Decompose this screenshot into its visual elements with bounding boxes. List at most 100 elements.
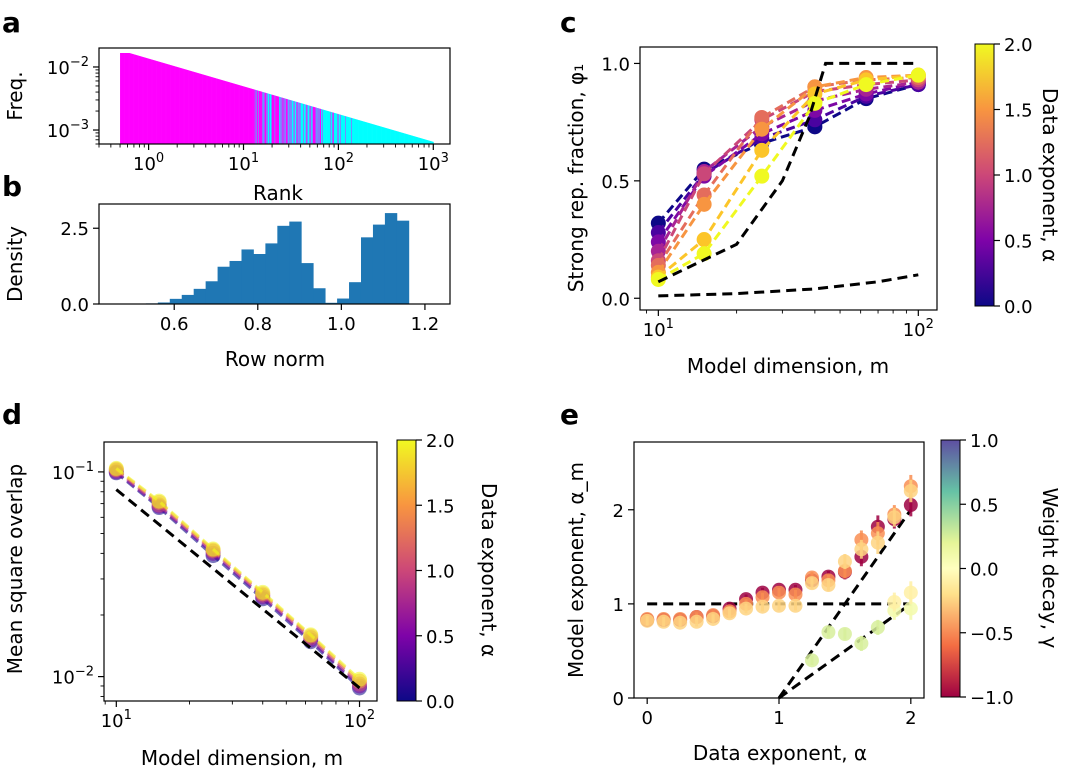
rank-bar <box>240 85 242 144</box>
pd-cbtick-label-1: 0.5 <box>426 627 455 648</box>
rank-bar <box>424 139 426 144</box>
rank-bar <box>193 71 195 144</box>
rank-bar <box>149 58 151 144</box>
rank-bar <box>145 57 147 144</box>
rank-bar <box>135 54 137 144</box>
rank-bar <box>390 129 391 144</box>
pb-xtick-label-1: 0.8 <box>243 314 272 335</box>
rank-bar <box>383 127 385 144</box>
rank-bar <box>402 133 404 144</box>
rank-bar <box>369 123 371 144</box>
rank-bar <box>166 63 168 144</box>
rank-bar <box>378 126 380 144</box>
rank-bar <box>266 93 267 144</box>
rank-bar <box>391 129 393 144</box>
panel-b-xlabel: Row norm <box>225 347 325 371</box>
rank-bar <box>373 124 375 144</box>
rank-bar <box>142 56 144 144</box>
panel-e-ticks: 00 1 1 2 2 <box>613 501 917 729</box>
rank-bar <box>372 124 374 144</box>
rank-bar <box>329 111 331 144</box>
rank-bar <box>204 75 206 144</box>
rank-bar <box>429 140 431 144</box>
rank-bar <box>370 123 372 144</box>
rank-bar <box>194 72 196 144</box>
rank-bar <box>297 102 299 144</box>
rank-bar <box>425 139 427 144</box>
rank-bar <box>259 91 261 144</box>
rank-bar <box>189 70 191 144</box>
rank-bar <box>299 102 300 144</box>
rank-bar <box>246 87 248 144</box>
rank-bar <box>196 72 198 144</box>
rank-bar <box>270 94 271 144</box>
rank-bar <box>349 117 351 144</box>
rank-bar <box>331 112 333 144</box>
rank-bar <box>256 90 258 144</box>
rank-bar <box>423 139 425 144</box>
rank-bar <box>409 135 411 144</box>
rank-bar <box>358 120 360 144</box>
rank-bar <box>215 78 216 144</box>
rank-bar <box>152 59 154 144</box>
rank-bar <box>284 98 285 144</box>
rank-bar <box>427 140 429 144</box>
rank-bar <box>422 138 423 144</box>
rank-bar <box>301 103 303 144</box>
rank-bar <box>272 94 274 144</box>
exponent-point <box>887 510 902 525</box>
rank-bar <box>144 57 146 144</box>
rank-bar <box>350 117 352 144</box>
rank-bar <box>236 84 238 144</box>
pc-cbtick-label-0: 0.0 <box>1004 297 1033 318</box>
rank-bar <box>148 58 150 144</box>
series-point <box>754 142 770 158</box>
rank-bar <box>175 66 177 144</box>
rank-bar <box>409 135 411 144</box>
exponent-point <box>837 627 852 641</box>
rank-bar <box>143 57 145 144</box>
rank-bar <box>419 138 421 144</box>
rank-bar <box>345 116 347 144</box>
rank-bar <box>230 82 232 144</box>
rank-bar <box>326 110 328 144</box>
rank-bar <box>374 124 376 144</box>
rank-bar <box>356 119 358 144</box>
rank-bar <box>288 99 290 144</box>
rank-bar <box>300 103 302 144</box>
rank-bar <box>248 88 250 144</box>
rank-bar <box>339 114 341 144</box>
rank-bar <box>206 75 208 144</box>
rank-bar <box>253 89 254 144</box>
rank-bar <box>366 122 368 144</box>
rank-bar <box>374 124 376 144</box>
pe-cbtick-label-4: −1.0 <box>970 688 1014 709</box>
rank-bar <box>358 120 360 144</box>
rank-bar <box>410 135 412 144</box>
rank-bar <box>120 53 122 144</box>
rank-bar <box>419 137 421 144</box>
rank-bar <box>411 135 413 144</box>
rank-bar <box>143 57 145 144</box>
panel-c-colorbar-ticks: 0.0 0.5 1.0 1.5 2.0 <box>994 35 1033 318</box>
rank-bar <box>281 97 283 144</box>
rank-bar <box>152 60 154 144</box>
reference-line-0 <box>657 61 919 284</box>
rank-bar <box>190 70 192 144</box>
rank-bar <box>230 82 231 144</box>
rank-bar <box>198 73 200 144</box>
rank-bar <box>129 53 131 144</box>
rank-bar <box>261 91 262 144</box>
rank-bar <box>310 106 312 144</box>
rank-bar <box>318 108 320 144</box>
rank-bar <box>309 105 311 144</box>
rank-bar <box>426 139 427 144</box>
rank-bar <box>138 55 140 144</box>
rank-bar <box>420 138 422 144</box>
rank-bar <box>165 63 167 144</box>
pc-cbtick-label-1: 0.5 <box>1004 232 1033 253</box>
rank-bar <box>328 111 330 144</box>
rank-bar <box>176 66 178 144</box>
rank-bar <box>404 133 406 144</box>
rank-bar <box>192 71 194 144</box>
